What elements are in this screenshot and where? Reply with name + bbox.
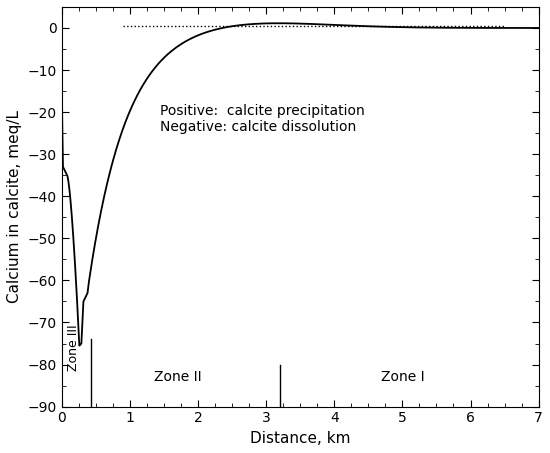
Text: Zone II: Zone II [153, 370, 201, 384]
Y-axis label: Calcium in calcite, meq/L: Calcium in calcite, meq/L [7, 110, 22, 304]
Text: Positive:  calcite precipitation
Negative: calcite dissolution: Positive: calcite precipitation Negative… [161, 104, 365, 134]
Text: Zone III: Zone III [67, 324, 80, 371]
Text: Zone I: Zone I [381, 370, 424, 384]
X-axis label: Distance, km: Distance, km [250, 431, 350, 446]
